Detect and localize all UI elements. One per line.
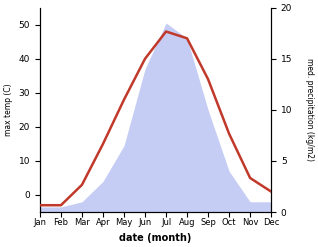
Y-axis label: med. precipitation (kg/m2): med. precipitation (kg/m2) [305,58,314,161]
X-axis label: date (month): date (month) [119,233,192,243]
Y-axis label: max temp (C): max temp (C) [4,83,13,136]
